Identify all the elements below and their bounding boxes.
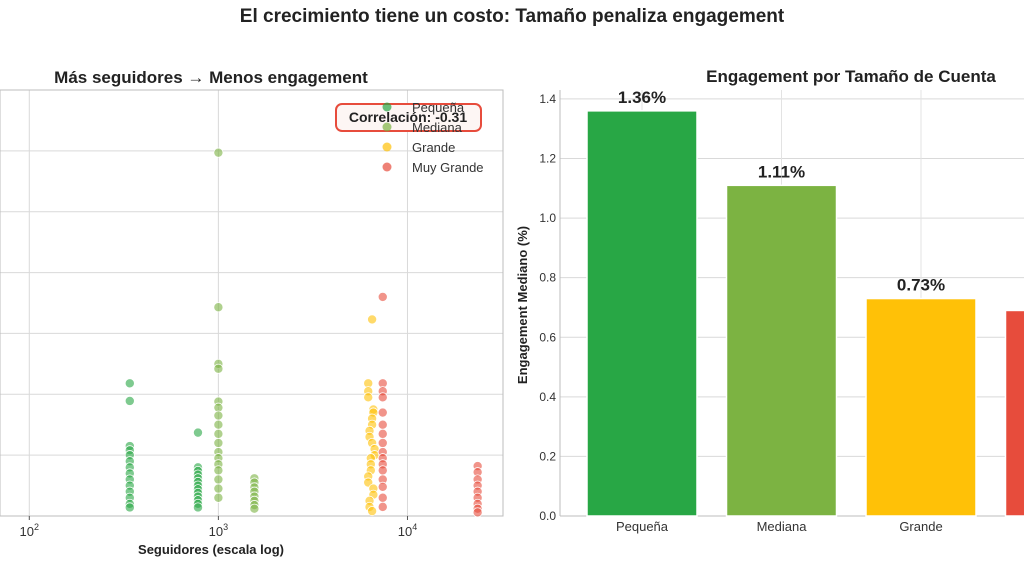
scatter-point (213, 474, 224, 485)
scatter-legend-marker (382, 102, 392, 112)
scatter-point (377, 492, 388, 503)
bar-bars (586, 110, 1024, 517)
scatter-legend-label: Grande (412, 140, 455, 155)
scatter-point (213, 410, 224, 421)
scatter-point (213, 492, 224, 503)
bar-4 (1004, 309, 1024, 517)
correlation-annotation-box (335, 103, 482, 132)
scatter-point (124, 378, 135, 389)
scatter-legend: Pequeña Mediana Grande Muy Grande (382, 100, 484, 175)
scatter-point (367, 314, 378, 325)
scatter-point (363, 392, 374, 403)
figure-suptitle: El crecimiento tiene un costo: Tamaño pe… (239, 6, 785, 27)
scatter-point (367, 506, 378, 517)
scatter-x-tick-label: 103 (209, 522, 228, 539)
bar-x-tick-label: Grande (899, 519, 942, 534)
scatter-legend-label: Muy Grande (412, 160, 484, 175)
scatter-point (213, 302, 224, 313)
scatter-legend-marker (382, 142, 392, 152)
bar-y-tick-label: 0.8 (539, 271, 556, 285)
scatter-point (377, 392, 388, 403)
scatter-grid (0, 89, 504, 517)
scatter-point (213, 428, 224, 439)
scatter-point (213, 147, 224, 158)
scatter-point (472, 507, 483, 518)
correlation-annotation-text: Correlación: -0.31 (349, 109, 467, 125)
scatter-point (377, 407, 388, 418)
correlation-annotation: Correlación: -0.31 (335, 103, 482, 132)
bar-3 (865, 297, 977, 517)
bar-value-label: 1.36% (618, 88, 666, 107)
bar-y-tick-label: 1.0 (539, 211, 556, 225)
bar-y-tick-label: 1.4 (539, 92, 556, 106)
scatter-point (249, 503, 260, 514)
scatter-legend-marker (382, 162, 392, 172)
scatter-legend-label: Pequeña (412, 100, 465, 115)
scatter-legend-label: Mediana (412, 120, 463, 135)
scatter-point (213, 363, 224, 374)
scatter-point (213, 419, 224, 430)
scatter-legend-marker (382, 122, 392, 132)
scatter-x-axis-label: Seguidores (escala log) (138, 542, 284, 557)
scatter-point (377, 437, 388, 448)
scatter-point (377, 419, 388, 430)
scatter-x-ticks: 102 103 104 (20, 516, 417, 539)
scatter-x-tick-label: 102 (20, 522, 39, 539)
scatter-point (213, 437, 224, 448)
bar-y-tick-label: 1.2 (539, 152, 556, 166)
scatter-point (124, 502, 135, 513)
bar-x-tick-label: Mediana (757, 519, 808, 534)
scatter-point (192, 427, 203, 438)
bar-y-tick-label: 0.4 (539, 390, 556, 404)
scatter-point (213, 483, 224, 494)
scatter-panel: Más seguidores → Menos engagement 102 103… (0, 68, 504, 557)
scatter-x-tick-label: 104 (398, 522, 417, 539)
bar-y-tick-label: 0.0 (539, 509, 556, 523)
scatter-point (377, 501, 388, 512)
bar-x-tick-label: Pequeña (616, 519, 669, 534)
scatter-point (192, 502, 203, 513)
scatter-point (377, 291, 388, 302)
bar-title: Engagement por Tamaño de Cuenta (706, 67, 996, 86)
bar-value-label: 1.11% (758, 162, 805, 181)
scatter-point (377, 428, 388, 439)
scatter-point (377, 465, 388, 476)
scatter-plot-frame (0, 89, 504, 517)
bar-value-labels: 1.36% 1.11% 0.73% (618, 88, 945, 295)
scatter-points (124, 147, 483, 518)
bar-y-tick-label: 0.6 (539, 330, 556, 344)
bar-value-label: 0.73% (897, 276, 945, 295)
bar-1 (586, 110, 698, 517)
bar-y-ticks: 0.0 0.2 0.4 0.6 0.8 1.0 1.2 1.4 (539, 92, 556, 523)
scatter-title: Más seguidores → Menos engagement (54, 68, 368, 87)
scatter-point (213, 465, 224, 476)
bar-y-axis-label: Engagement Mediano (%) (515, 226, 530, 384)
scatter-point (377, 481, 388, 492)
bar-2 (725, 184, 838, 517)
scatter-point (124, 395, 135, 406)
bar-y-tick-label: 0.2 (539, 449, 556, 463)
bar-panel: Engagement por Tamaño de Cuenta 1.36% 1.1… (515, 67, 1024, 534)
